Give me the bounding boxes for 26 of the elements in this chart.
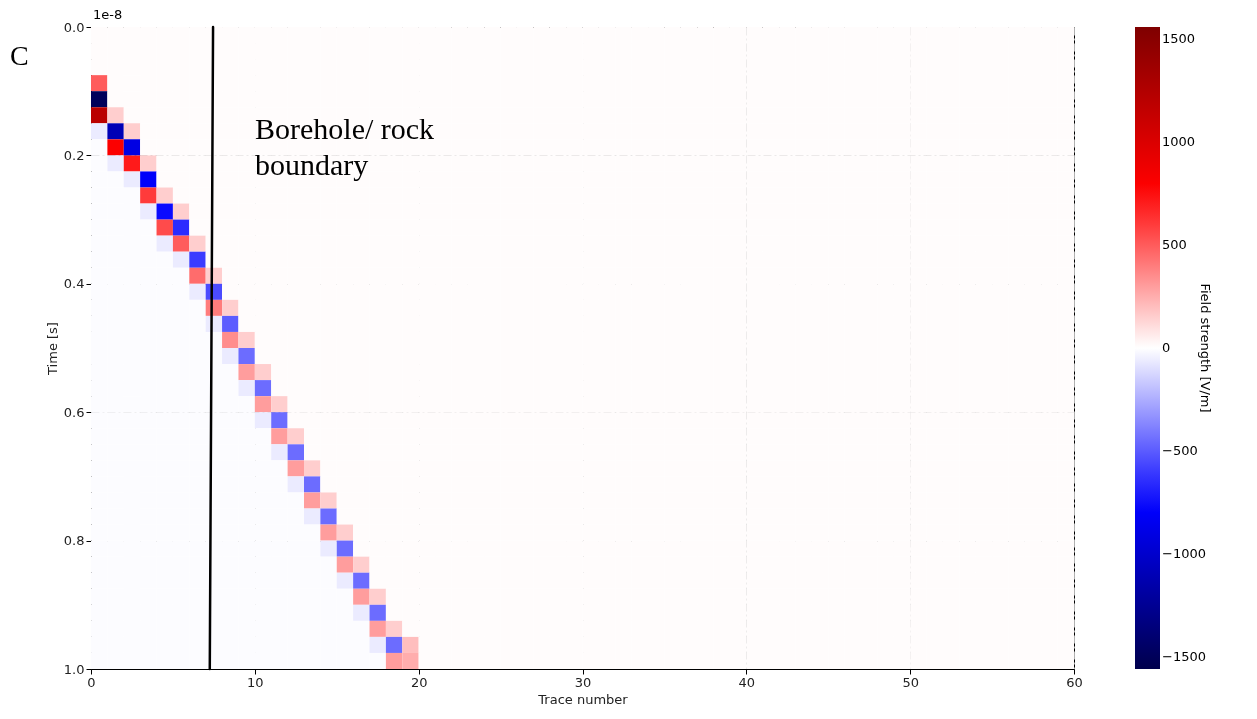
color-bar-label: 0 [1162,340,1171,355]
x-axis-title: Trace number [537,691,629,707]
color-bar-label: −1000 [1162,545,1206,561]
color-bar-label: 1500 [1162,31,1196,47]
y-tick-label: 0.8 [63,533,85,549]
color-bar-label: 500 [1162,237,1187,253]
x-tick-label: 10 [247,674,264,690]
x-tick-label: 30 [574,674,592,690]
x-tick-label: 20 [410,674,428,690]
y-tick-label: 1.0 [63,661,85,677]
y-tick-label: 0.2 [63,147,85,163]
x-tick-label: 40 [738,674,756,690]
y-tick-label: 0.4 [63,276,85,292]
text: C [10,40,29,71]
y-tick-label: 0.6 [63,404,85,420]
x-tick-label: 60 [1066,674,1083,690]
y-axis-title: Time [s] [44,322,60,376]
x-tick-label: 50 [902,674,919,690]
annotation: Borehole/ rock boundary [255,112,435,181]
x-tick-label: 0 [87,674,96,690]
text: 1e-8 [93,7,123,22]
y-tick-label: 0.0 [63,19,85,35]
color-bar-label: 1000 [1162,134,1196,150]
color-bar-title: Field strength [V/m] [1198,283,1213,413]
color-bar-label: −1500 [1162,648,1206,664]
color-bar-label: −500 [1162,442,1198,458]
